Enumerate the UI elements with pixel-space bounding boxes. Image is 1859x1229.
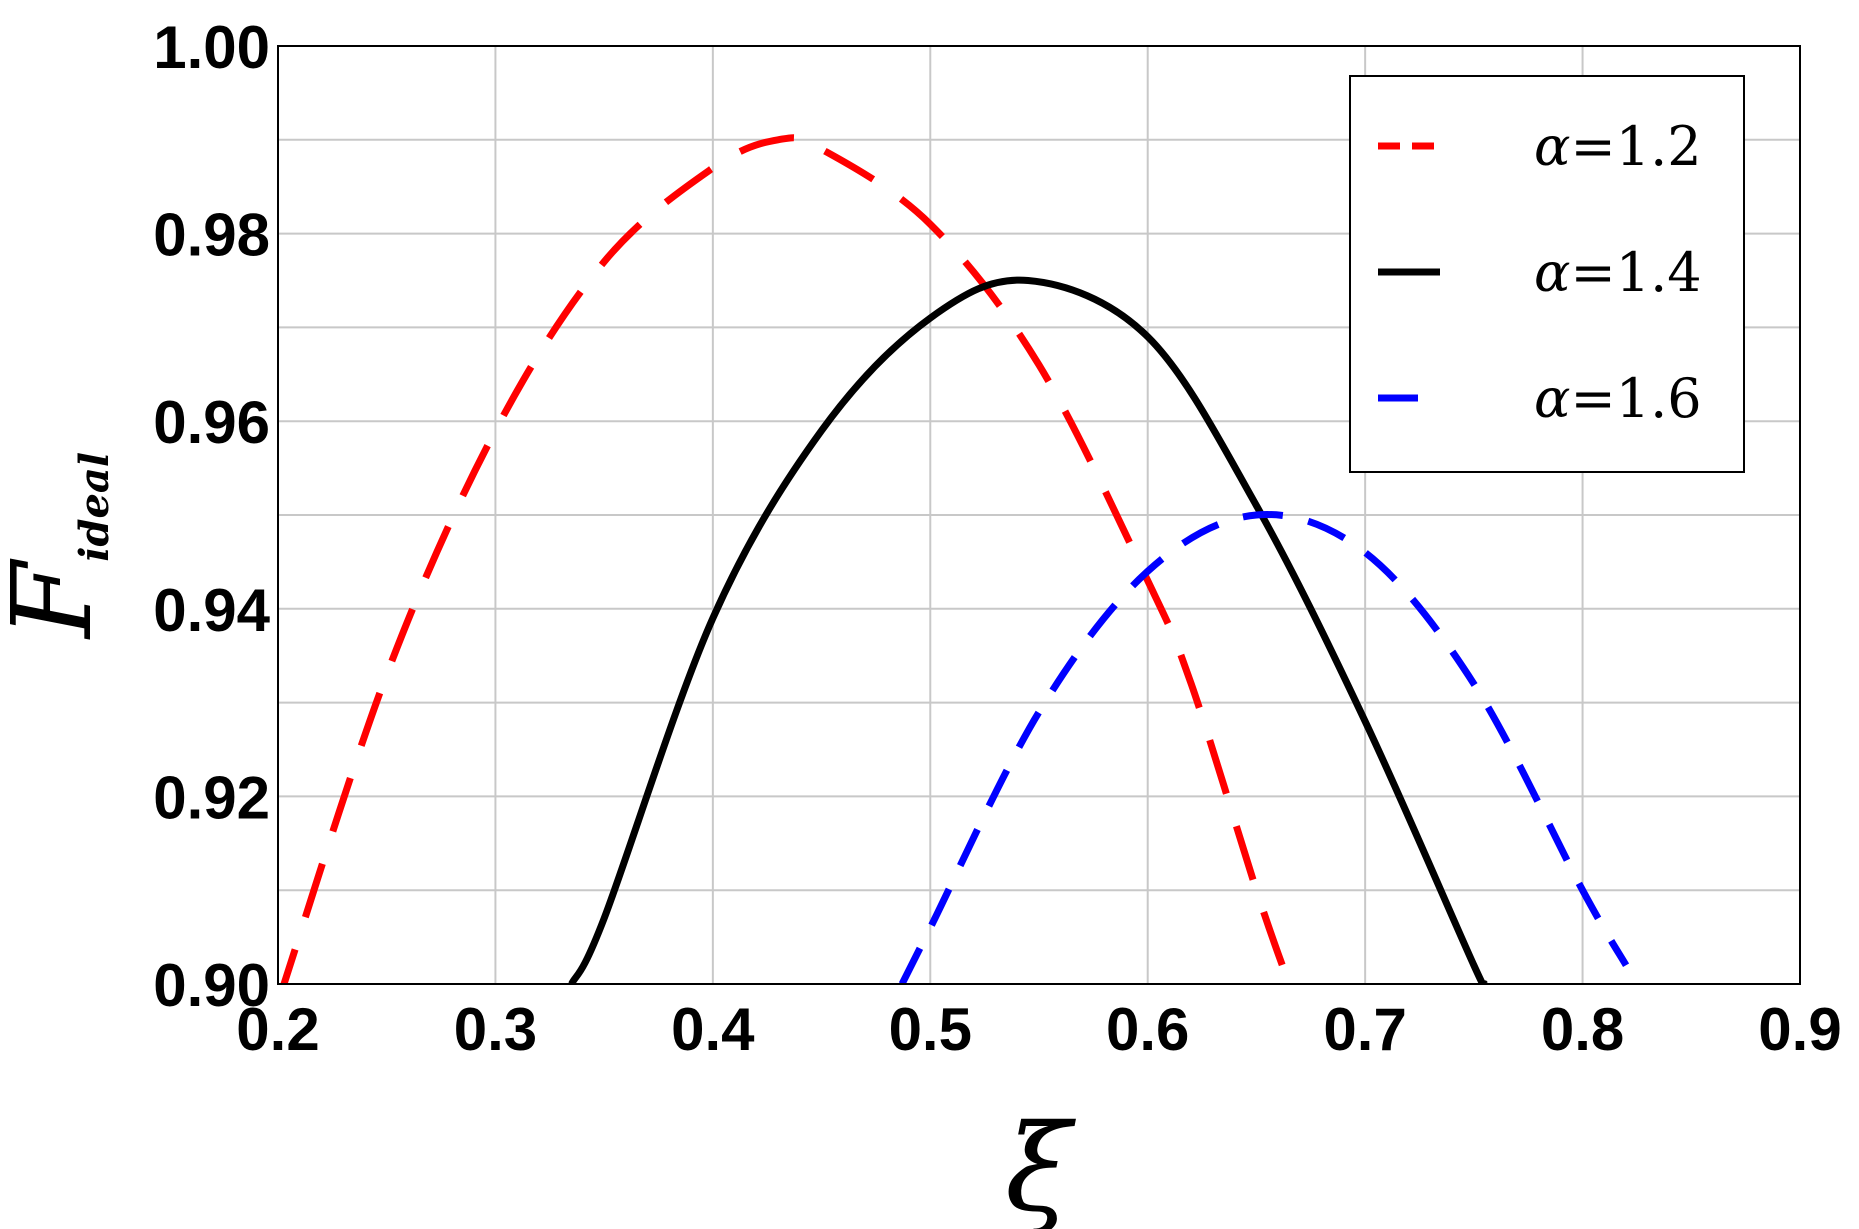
- x-axis-label: ξ: [1005, 1100, 1076, 1229]
- x-tick-label: 0.7: [1323, 996, 1406, 1063]
- legend-label: α=1.4: [1534, 241, 1702, 304]
- x-tick-label: 0.2: [236, 996, 319, 1063]
- y-axis-label-subscript: ideal: [71, 452, 118, 562]
- series-line-1: [280, 134, 1293, 984]
- y-tick-label: 1.00: [153, 14, 270, 81]
- series-layer: [280, 134, 1630, 984]
- plot-frame: [277, 45, 1801, 985]
- x-tick-labels: 0.2 0.3 0.4 0.5 0.6 0.7 0.8 0.9: [236, 996, 1841, 1063]
- series-line-3: [898, 511, 1630, 984]
- x-tick-label: 0.6: [1106, 996, 1189, 1063]
- y-tick-label: 0.98: [153, 202, 270, 269]
- series-line-2: [568, 276, 1489, 984]
- legend-label: α=1.2: [1534, 115, 1702, 178]
- y-tick-label: 0.90: [153, 952, 270, 1019]
- x-tick-label: 0.5: [889, 996, 972, 1063]
- legend: α=1.2 α=1.4 α=1.6: [1349, 75, 1745, 473]
- y-tick-label: 0.96: [153, 389, 270, 456]
- svg-text:Fideal: Fideal: [0, 452, 118, 640]
- y-axis-label: Fideal: [0, 452, 118, 640]
- x-tick-label: 0.9: [1758, 996, 1841, 1063]
- x-tick-label: 0.3: [454, 996, 537, 1063]
- legend-label: α=1.6: [1534, 367, 1702, 430]
- y-tick-label: 0.92: [153, 764, 270, 831]
- x-tick-label: 0.4: [671, 996, 755, 1063]
- y-axis-label-main: F: [0, 558, 116, 640]
- x-tick-label: 0.8: [1541, 996, 1624, 1063]
- y-tick-labels: 0.90 0.92 0.94 0.96 0.98 1.00: [153, 14, 270, 1019]
- y-tick-label: 0.94: [153, 577, 270, 644]
